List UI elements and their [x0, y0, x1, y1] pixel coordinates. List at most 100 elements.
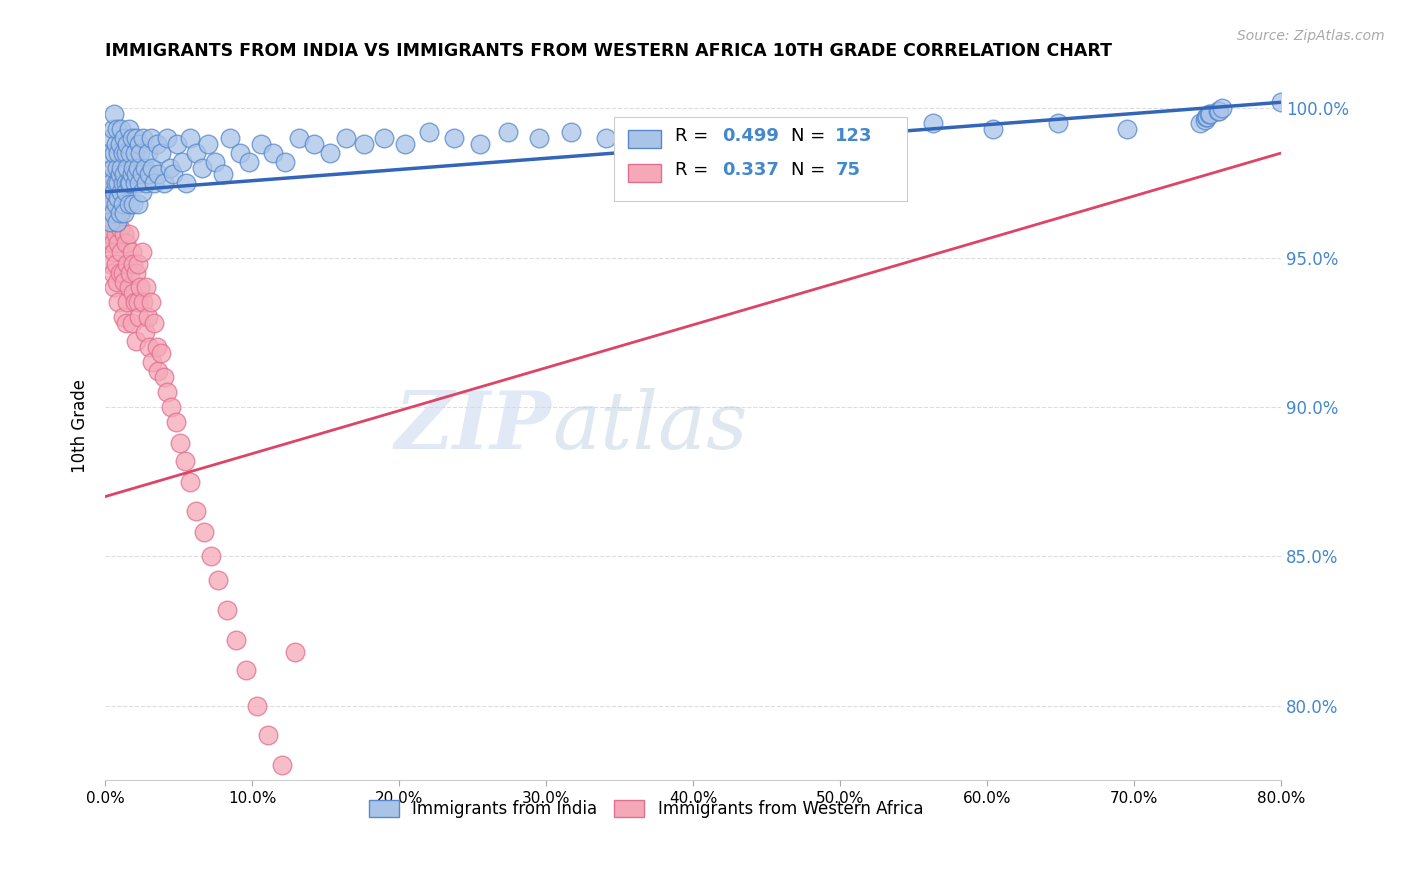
Point [866, 125, 889, 139]
Point [302, 137, 325, 152]
FancyBboxPatch shape [614, 117, 907, 202]
Point [468, 137, 491, 152]
Point [110, 122, 132, 136]
Point [124, 176, 146, 190]
Point [112, 227, 135, 241]
Point [117, 137, 139, 152]
Point [112, 275, 135, 289]
Point [118, 176, 141, 190]
Point [97, 220, 120, 235]
Point [131, 185, 153, 199]
Point [288, 131, 311, 145]
Point [117, 295, 139, 310]
Point [118, 122, 141, 136]
Point [229, 146, 252, 161]
Point [97, 146, 120, 161]
Point [125, 131, 148, 145]
Point [128, 310, 150, 325]
Point [98, 227, 121, 241]
Point [193, 525, 215, 540]
Point [186, 504, 208, 518]
Point [170, 155, 193, 169]
Point [112, 206, 135, 220]
Point [160, 400, 183, 414]
Point [114, 235, 136, 250]
Point [156, 384, 179, 399]
Point [150, 146, 173, 161]
Point [173, 453, 195, 467]
Point [1208, 104, 1230, 119]
Point [121, 131, 143, 145]
Bar [628, 129, 661, 148]
Point [111, 310, 134, 325]
Point [127, 197, 149, 211]
Point [129, 280, 152, 294]
Point [131, 167, 153, 181]
Point [103, 244, 125, 259]
Point [716, 122, 738, 136]
Point [121, 244, 143, 259]
Point [169, 435, 191, 450]
Point [125, 167, 148, 181]
Point [128, 176, 150, 190]
Point [141, 355, 163, 369]
Point [245, 698, 267, 713]
Point [257, 729, 280, 743]
Point [122, 161, 145, 175]
Point [217, 603, 239, 617]
Point [120, 176, 142, 190]
Point [141, 161, 163, 175]
Point [273, 155, 295, 169]
Point [373, 131, 395, 145]
Point [114, 146, 136, 161]
Point [98, 167, 121, 181]
Point [96, 235, 118, 250]
Point [235, 663, 257, 677]
Point [120, 266, 142, 280]
Point [107, 191, 129, 205]
Point [108, 137, 131, 152]
Point [125, 334, 148, 349]
Text: R =: R = [675, 128, 714, 145]
Legend: Immigrants from India, Immigrants from Western Africa: Immigrants from India, Immigrants from W… [363, 794, 929, 825]
Point [418, 125, 440, 139]
Point [105, 206, 128, 220]
Point [104, 137, 127, 152]
Point [103, 185, 125, 199]
Point [122, 256, 145, 270]
Point [114, 316, 136, 330]
Point [112, 167, 135, 181]
Point [125, 266, 148, 280]
Point [1046, 116, 1069, 130]
Point [262, 146, 284, 161]
Point [101, 122, 124, 136]
Point [132, 295, 155, 310]
Point [124, 146, 146, 161]
Point [139, 295, 162, 310]
Point [159, 161, 181, 175]
Point [138, 167, 160, 181]
Point [104, 256, 127, 270]
Point [1206, 104, 1229, 119]
Point [114, 176, 136, 190]
Point [225, 632, 247, 647]
Point [105, 215, 128, 229]
Text: ZIP: ZIP [395, 388, 553, 465]
Point [121, 316, 143, 330]
Point [118, 197, 141, 211]
Point [139, 131, 162, 145]
Text: atlas: atlas [553, 388, 748, 465]
Point [96, 200, 118, 214]
Text: Source: ZipAtlas.com: Source: ZipAtlas.com [1237, 29, 1385, 43]
Point [122, 286, 145, 301]
Point [284, 645, 307, 659]
Point [101, 161, 124, 175]
Point [118, 280, 141, 294]
Point [107, 295, 129, 310]
Point [207, 573, 229, 587]
Point [191, 161, 214, 175]
Point [132, 131, 155, 145]
Point [219, 131, 242, 145]
Point [165, 415, 187, 429]
Point [111, 266, 134, 280]
